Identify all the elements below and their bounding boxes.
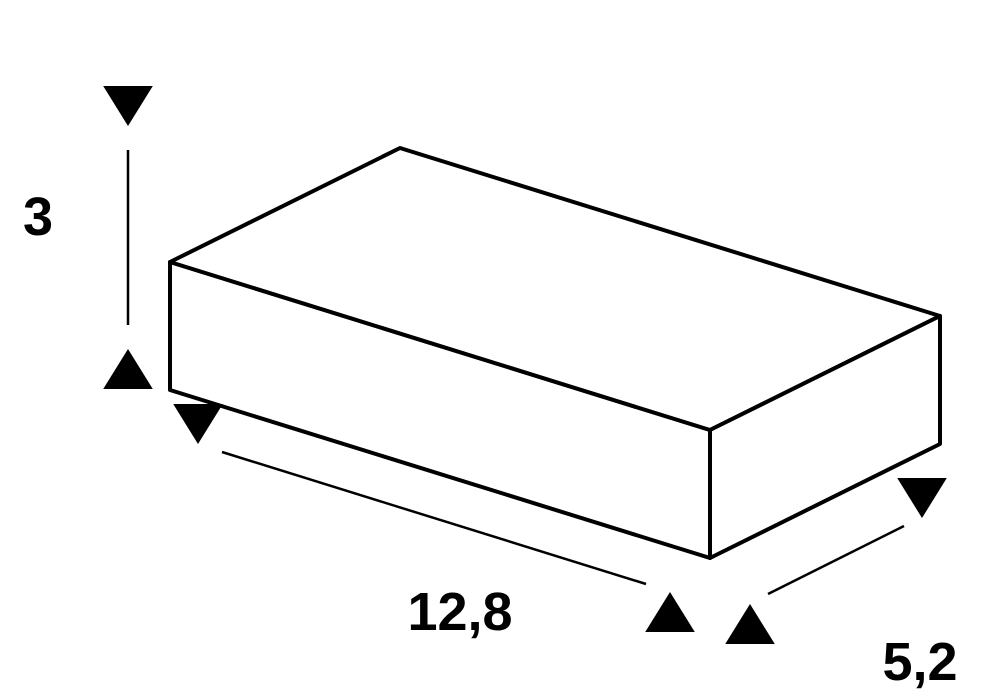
box-3d [170,148,940,558]
dimension-width-label: 5,2 [882,632,957,692]
dimension-height: 3 [23,86,153,389]
dimension-width-arrow-start [725,604,775,644]
dimension-height-arrow-bottom [103,349,153,389]
dimension-width-line [768,526,904,594]
dimension-length-label: 12,8 [407,582,512,642]
dimension-length-arrow-end [645,592,695,632]
dimension-height-label: 3 [23,187,53,247]
dimension-width-arrow-end [897,478,947,518]
dimension-diagram: 3 12,8 5,2 [0,0,988,700]
dimension-height-arrow-top [103,86,153,126]
dimension-length-arrow-start [173,404,223,444]
